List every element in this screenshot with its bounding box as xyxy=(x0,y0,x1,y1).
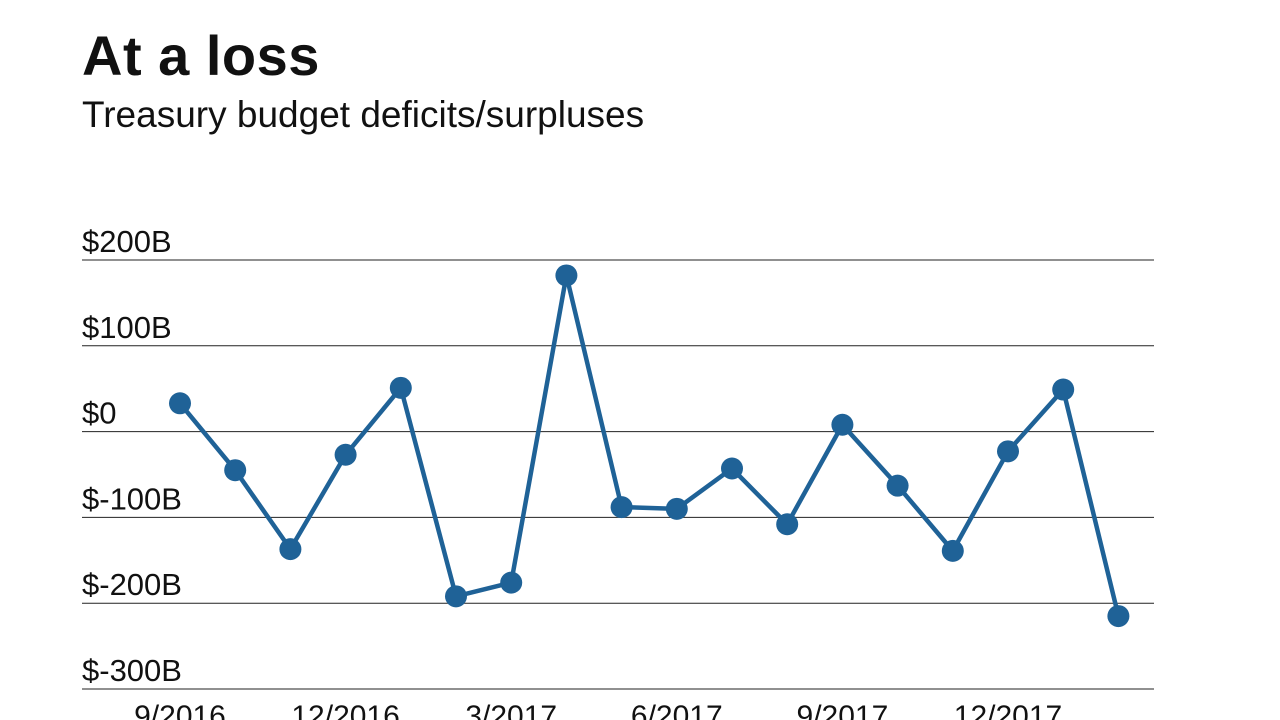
data-point xyxy=(721,457,743,480)
data-point xyxy=(224,459,247,482)
data-point xyxy=(997,440,1019,463)
data-point xyxy=(1052,378,1075,401)
data-point xyxy=(555,264,578,287)
y-tick-label: $-200B xyxy=(82,567,182,602)
x-tick-label: 6/2017 xyxy=(631,700,723,720)
y-tick-label: $100B xyxy=(82,310,172,345)
x-tick-label: 12/2017 xyxy=(954,700,1062,720)
data-point xyxy=(334,443,357,466)
y-tick-label: $-100B xyxy=(82,481,182,516)
y-tick-label: $200B xyxy=(82,224,172,259)
data-point xyxy=(886,474,909,497)
data-point xyxy=(500,571,523,594)
x-axis-tick-labels: 9/2016 12/2016 3/2017 6/2017 9/2017 12/2017 xyxy=(134,700,1062,720)
data-point xyxy=(831,413,854,436)
data-point xyxy=(169,392,191,415)
data-point xyxy=(445,585,467,608)
x-tick-label: 9/2016 xyxy=(134,700,226,720)
series-line xyxy=(177,273,1121,619)
chart-title: At a loss xyxy=(82,24,320,87)
data-point xyxy=(776,513,799,536)
chart-subtitle: Treasury budget deficits/surpluses xyxy=(82,94,645,135)
data-point xyxy=(1107,605,1130,628)
y-tick-label: $-300B xyxy=(82,653,182,688)
data-point xyxy=(941,539,964,562)
series-points xyxy=(169,264,1130,628)
data-point xyxy=(665,497,688,520)
x-tick-label: 9/2017 xyxy=(797,700,889,720)
series-line-path xyxy=(177,273,1121,619)
y-tick-label: $0 xyxy=(82,396,116,431)
data-point xyxy=(279,538,302,561)
data-point xyxy=(389,376,412,399)
grid-lines xyxy=(82,259,1154,690)
data-point xyxy=(610,496,633,519)
x-tick-label: 3/2017 xyxy=(465,700,557,720)
x-tick-label: 12/2016 xyxy=(291,700,399,720)
y-axis-tick-labels: $200B $100B $0 $-100B $-200B $-300B xyxy=(82,224,182,688)
